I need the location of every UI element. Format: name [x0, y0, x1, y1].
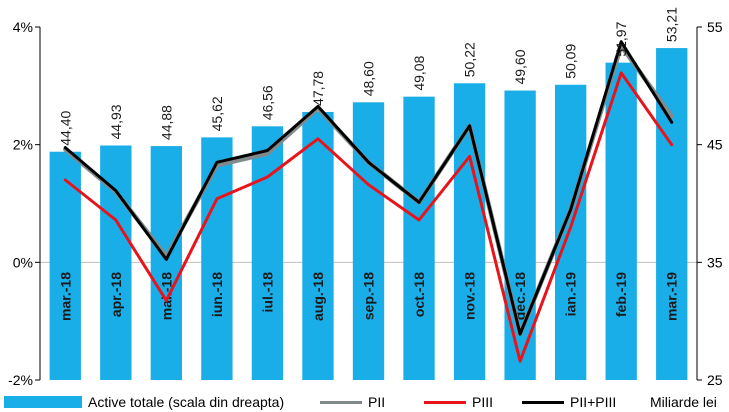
bar-value-label: 44,88	[158, 105, 174, 140]
category-label: mar.-19	[664, 272, 680, 321]
bar-aug.-18	[302, 111, 334, 381]
legend-item-pii: PII	[320, 392, 385, 412]
category-label: oct.-18	[411, 272, 427, 317]
category-labels: mar.-18 apr.-18 mai.-18 iun.-18 iul.-18 aug.-…	[57, 272, 679, 321]
legend-swatch-pii	[320, 400, 362, 404]
axes: -2% 0% 2% 4% 25 35 45 55	[8, 19, 723, 388]
category-label: mar.-18	[57, 272, 73, 321]
category-label: apr.-18	[108, 272, 124, 317]
bar-oct.-18	[403, 96, 435, 381]
bar-value-label: 44,93	[108, 104, 124, 139]
category-label: sep.-18	[361, 272, 377, 320]
category-label: aug.-18	[310, 272, 326, 321]
bar-iul.-18	[251, 126, 284, 380]
right-tick-label: 35	[707, 254, 723, 270]
category-label: mai.-18	[158, 272, 174, 320]
category-label: iul.-18	[259, 272, 275, 313]
bar-value-label: 44,40	[57, 110, 73, 145]
bar-value-label: 50,09	[563, 44, 579, 79]
bar-sep.-18	[352, 102, 385, 380]
bar-iun.-18	[201, 137, 233, 380]
bar-mar.-18	[49, 151, 81, 380]
legend-swatch-pii-piii	[522, 400, 564, 404]
line-series-3	[63, 40, 674, 336]
bar-value-label: 47,78	[310, 71, 326, 106]
legend: Active totale (scala din dreapta) PII PI…	[0, 392, 729, 412]
bar-value-label: 50,22	[462, 42, 478, 77]
bar-feb.-19	[605, 62, 637, 380]
legend-label-bars: Active totale (scala din dreapta)	[88, 394, 285, 410]
legend-item-pii-piii: PII+PIII	[522, 392, 616, 412]
bar-series	[49, 48, 688, 381]
legend-label-pii-piii: PII+PIII	[570, 394, 617, 410]
legend-swatch-bars	[4, 396, 82, 408]
left-tick-label: 4%	[13, 19, 33, 35]
category-label: iun.-18	[209, 272, 225, 317]
bar-value-label: 45,62	[209, 96, 225, 131]
bar-value-label: 51,97	[613, 21, 629, 56]
left-tick-label: -2%	[8, 372, 33, 388]
bar-value-label: 48,60	[361, 61, 377, 96]
left-tick-label: 2%	[13, 137, 33, 153]
legend-item-piii: PIII	[424, 392, 493, 412]
legend-label-piii: PIII	[472, 394, 494, 410]
bar-value-labels: 44,40 44,93 44,88 45,62 46,56 47,78 48,60 49,08…	[57, 7, 679, 146]
legend-item-active-totale: Active totale (scala din dreapta)	[4, 392, 284, 412]
bar-dec.-18	[504, 90, 536, 380]
category-label: nov.-18	[462, 272, 478, 320]
left-tick-label: 0%	[13, 254, 33, 270]
bar-value-label: 46,56	[259, 85, 275, 120]
bar-value-label: 53,21	[664, 7, 680, 42]
line-series	[63, 40, 674, 363]
unit-label: Miliarde lei	[650, 394, 717, 410]
legend-label-pii: PII	[368, 394, 386, 410]
right-tick-label: 45	[707, 137, 723, 153]
line-series-2	[63, 71, 674, 363]
bar-mai.-18	[150, 146, 183, 380]
category-label: ian.-19	[563, 272, 579, 317]
right-tick-label: 25	[707, 372, 723, 388]
right-tick-label: 55	[707, 19, 723, 35]
bar-value-label: 49,08	[411, 55, 427, 90]
bar-value-label: 49,60	[512, 49, 528, 84]
legend-swatch-piii	[424, 400, 466, 404]
category-label: feb.-19	[613, 272, 629, 317]
